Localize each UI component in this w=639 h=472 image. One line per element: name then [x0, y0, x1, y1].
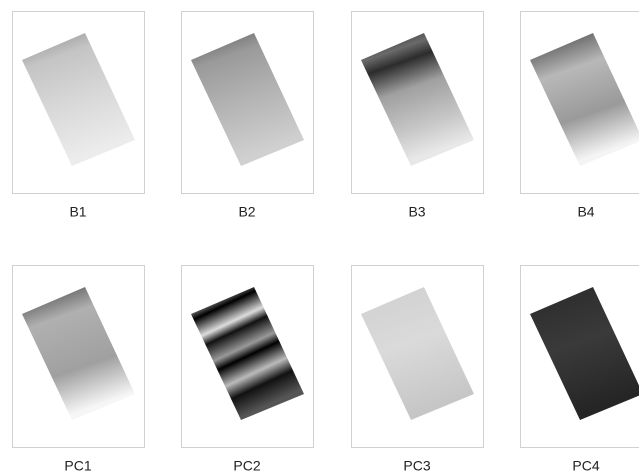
panel-label: PC2 — [233, 458, 260, 472]
panel-label: PC4 — [572, 458, 599, 472]
panel-label: B4 — [577, 204, 594, 220]
panel-label: B2 — [238, 204, 255, 220]
panel-label: B3 — [408, 204, 425, 220]
panel-label: PC1 — [64, 458, 91, 472]
panel-label: PC3 — [403, 458, 430, 472]
figure: B1 B2 B3 B4 PC1 PC2 PC3 PC4 — [0, 0, 639, 472]
panel-label: B1 — [69, 204, 86, 220]
